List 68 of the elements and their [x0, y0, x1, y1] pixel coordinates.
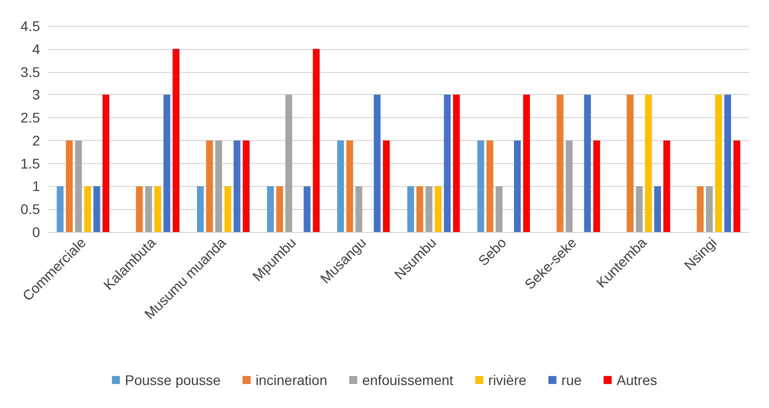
bar — [84, 186, 92, 232]
bar — [724, 94, 732, 232]
bar — [304, 186, 310, 232]
bar — [66, 140, 73, 232]
legend-label: incineration — [256, 372, 328, 388]
y-tick-label: 1 — [32, 178, 40, 194]
bar — [514, 140, 521, 232]
bar — [374, 94, 381, 232]
bar — [593, 140, 600, 232]
bar — [276, 186, 284, 232]
y-tick-label: 3.5 — [20, 64, 40, 80]
bar — [337, 140, 344, 232]
bar — [733, 140, 740, 232]
bar — [715, 94, 722, 232]
y-tick-label: 2.5 — [20, 110, 40, 126]
bar — [312, 48, 320, 232]
bar — [224, 186, 232, 232]
bar — [285, 94, 292, 232]
bar — [696, 186, 704, 232]
bar — [453, 94, 460, 232]
y-tick-label: 1.5 — [20, 155, 40, 172]
bar — [136, 186, 143, 232]
bar — [636, 186, 643, 232]
bar — [234, 140, 240, 232]
bar — [496, 186, 502, 232]
bar — [355, 186, 362, 232]
bar — [145, 186, 152, 232]
bar — [75, 140, 82, 232]
y-tick-label: 3 — [32, 86, 40, 103]
bar — [267, 186, 274, 232]
y-tick-label: 2 — [32, 132, 40, 148]
bar — [434, 186, 442, 232]
bar — [163, 94, 170, 232]
y-tick-label: 0.5 — [20, 201, 40, 218]
bar — [645, 94, 652, 232]
bar — [486, 140, 494, 232]
y-tick-label: 4.5 — [20, 18, 40, 34]
bar — [407, 186, 414, 232]
y-tick-label: 4 — [32, 40, 40, 57]
bar — [206, 140, 213, 232]
y-tick-label: 0 — [32, 224, 40, 240]
legend-label: Autres — [616, 372, 658, 388]
bar — [346, 140, 354, 232]
bar — [196, 186, 204, 232]
bar — [93, 186, 100, 232]
bar — [584, 94, 591, 232]
bar — [654, 186, 661, 232]
bar — [477, 140, 484, 232]
bar — [566, 140, 573, 232]
bar — [523, 94, 530, 232]
bar — [426, 186, 432, 232]
bar — [626, 94, 634, 232]
bar — [215, 140, 222, 232]
legend-label: rivière — [488, 372, 527, 388]
bar — [172, 48, 180, 232]
bar — [242, 140, 250, 232]
bar — [706, 186, 713, 232]
bar — [56, 186, 64, 232]
bar — [556, 94, 564, 232]
bar — [663, 140, 670, 232]
bar — [154, 186, 162, 232]
legend-label: rue — [561, 372, 582, 388]
legend-label: Pousse pousse — [124, 372, 221, 388]
bar — [382, 140, 390, 232]
bar — [444, 94, 451, 232]
bar — [416, 186, 424, 232]
bar — [102, 94, 110, 232]
legend-label: enfouissement — [362, 372, 454, 388]
